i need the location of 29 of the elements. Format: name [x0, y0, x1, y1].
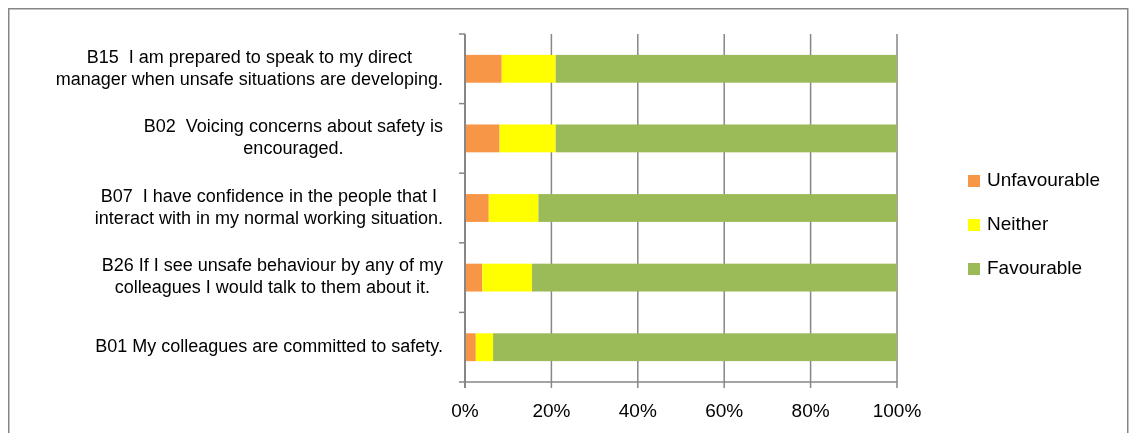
- bar: [465, 194, 489, 222]
- bar: [465, 124, 500, 153]
- bar: [465, 54, 502, 83]
- bar: [555, 54, 897, 83]
- legend-label: Favourable: [987, 257, 1083, 279]
- y-tick-label: B01 My colleagues are committed to safety.: [95, 335, 443, 356]
- bar: [499, 124, 556, 153]
- bar: [493, 333, 897, 362]
- y-tick-label: B15 I am prepared to speak to my direct manager when unsafe situations are developing.: [55, 46, 444, 89]
- bar: [482, 263, 532, 292]
- y-tick-label: B02 Voicing concerns about safety is encouraged.: [143, 116, 443, 159]
- bar: [465, 333, 476, 362]
- bar: [488, 194, 539, 222]
- x-tick-label: 0%: [451, 400, 479, 422]
- x-tick-label: 100%: [872, 400, 922, 422]
- y-tick-label: B26 If I see unsafe behaviour by any of my colleagues I would talk to them about it.: [101, 255, 443, 298]
- legend-label: Neither: [987, 213, 1049, 235]
- bar: [538, 194, 897, 222]
- x-tick-label: 60%: [705, 400, 744, 422]
- bar: [475, 333, 494, 362]
- bar: [555, 124, 897, 153]
- legend-label: Unfavourable: [987, 169, 1101, 191]
- x-tick-label: 80%: [791, 400, 830, 422]
- x-tick-label: 40%: [618, 400, 657, 422]
- bar: [531, 263, 897, 292]
- bar: [465, 263, 483, 292]
- x-tick-label: 20%: [532, 400, 571, 422]
- bar: [501, 54, 556, 83]
- y-tick-label: B07 I have confidence in the people that I interact with in my normal working situation.: [94, 185, 443, 228]
